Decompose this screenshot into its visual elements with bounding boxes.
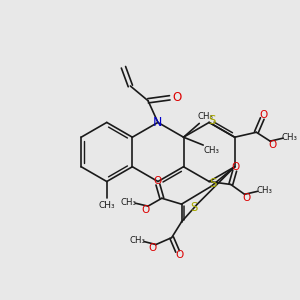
Text: CH₃: CH₃ [120,198,136,207]
Text: CH₃: CH₃ [203,146,219,155]
Text: O: O [172,91,181,104]
Text: CH₃: CH₃ [98,201,115,210]
Text: O: O [176,250,184,260]
Text: O: O [141,205,149,215]
Text: O: O [232,162,240,172]
Text: O: O [259,110,267,119]
Text: CH₃: CH₃ [197,112,213,121]
Text: O: O [268,140,276,150]
Text: S: S [208,114,216,127]
Text: O: O [154,176,162,185]
Text: N: N [153,116,163,129]
Text: S: S [190,201,198,214]
Text: CH₃: CH₃ [256,186,272,195]
Text: O: O [242,193,251,203]
Text: O: O [149,244,157,254]
Text: CH₃: CH₃ [129,236,145,245]
Text: CH₃: CH₃ [282,133,298,142]
Text: S: S [209,177,217,190]
